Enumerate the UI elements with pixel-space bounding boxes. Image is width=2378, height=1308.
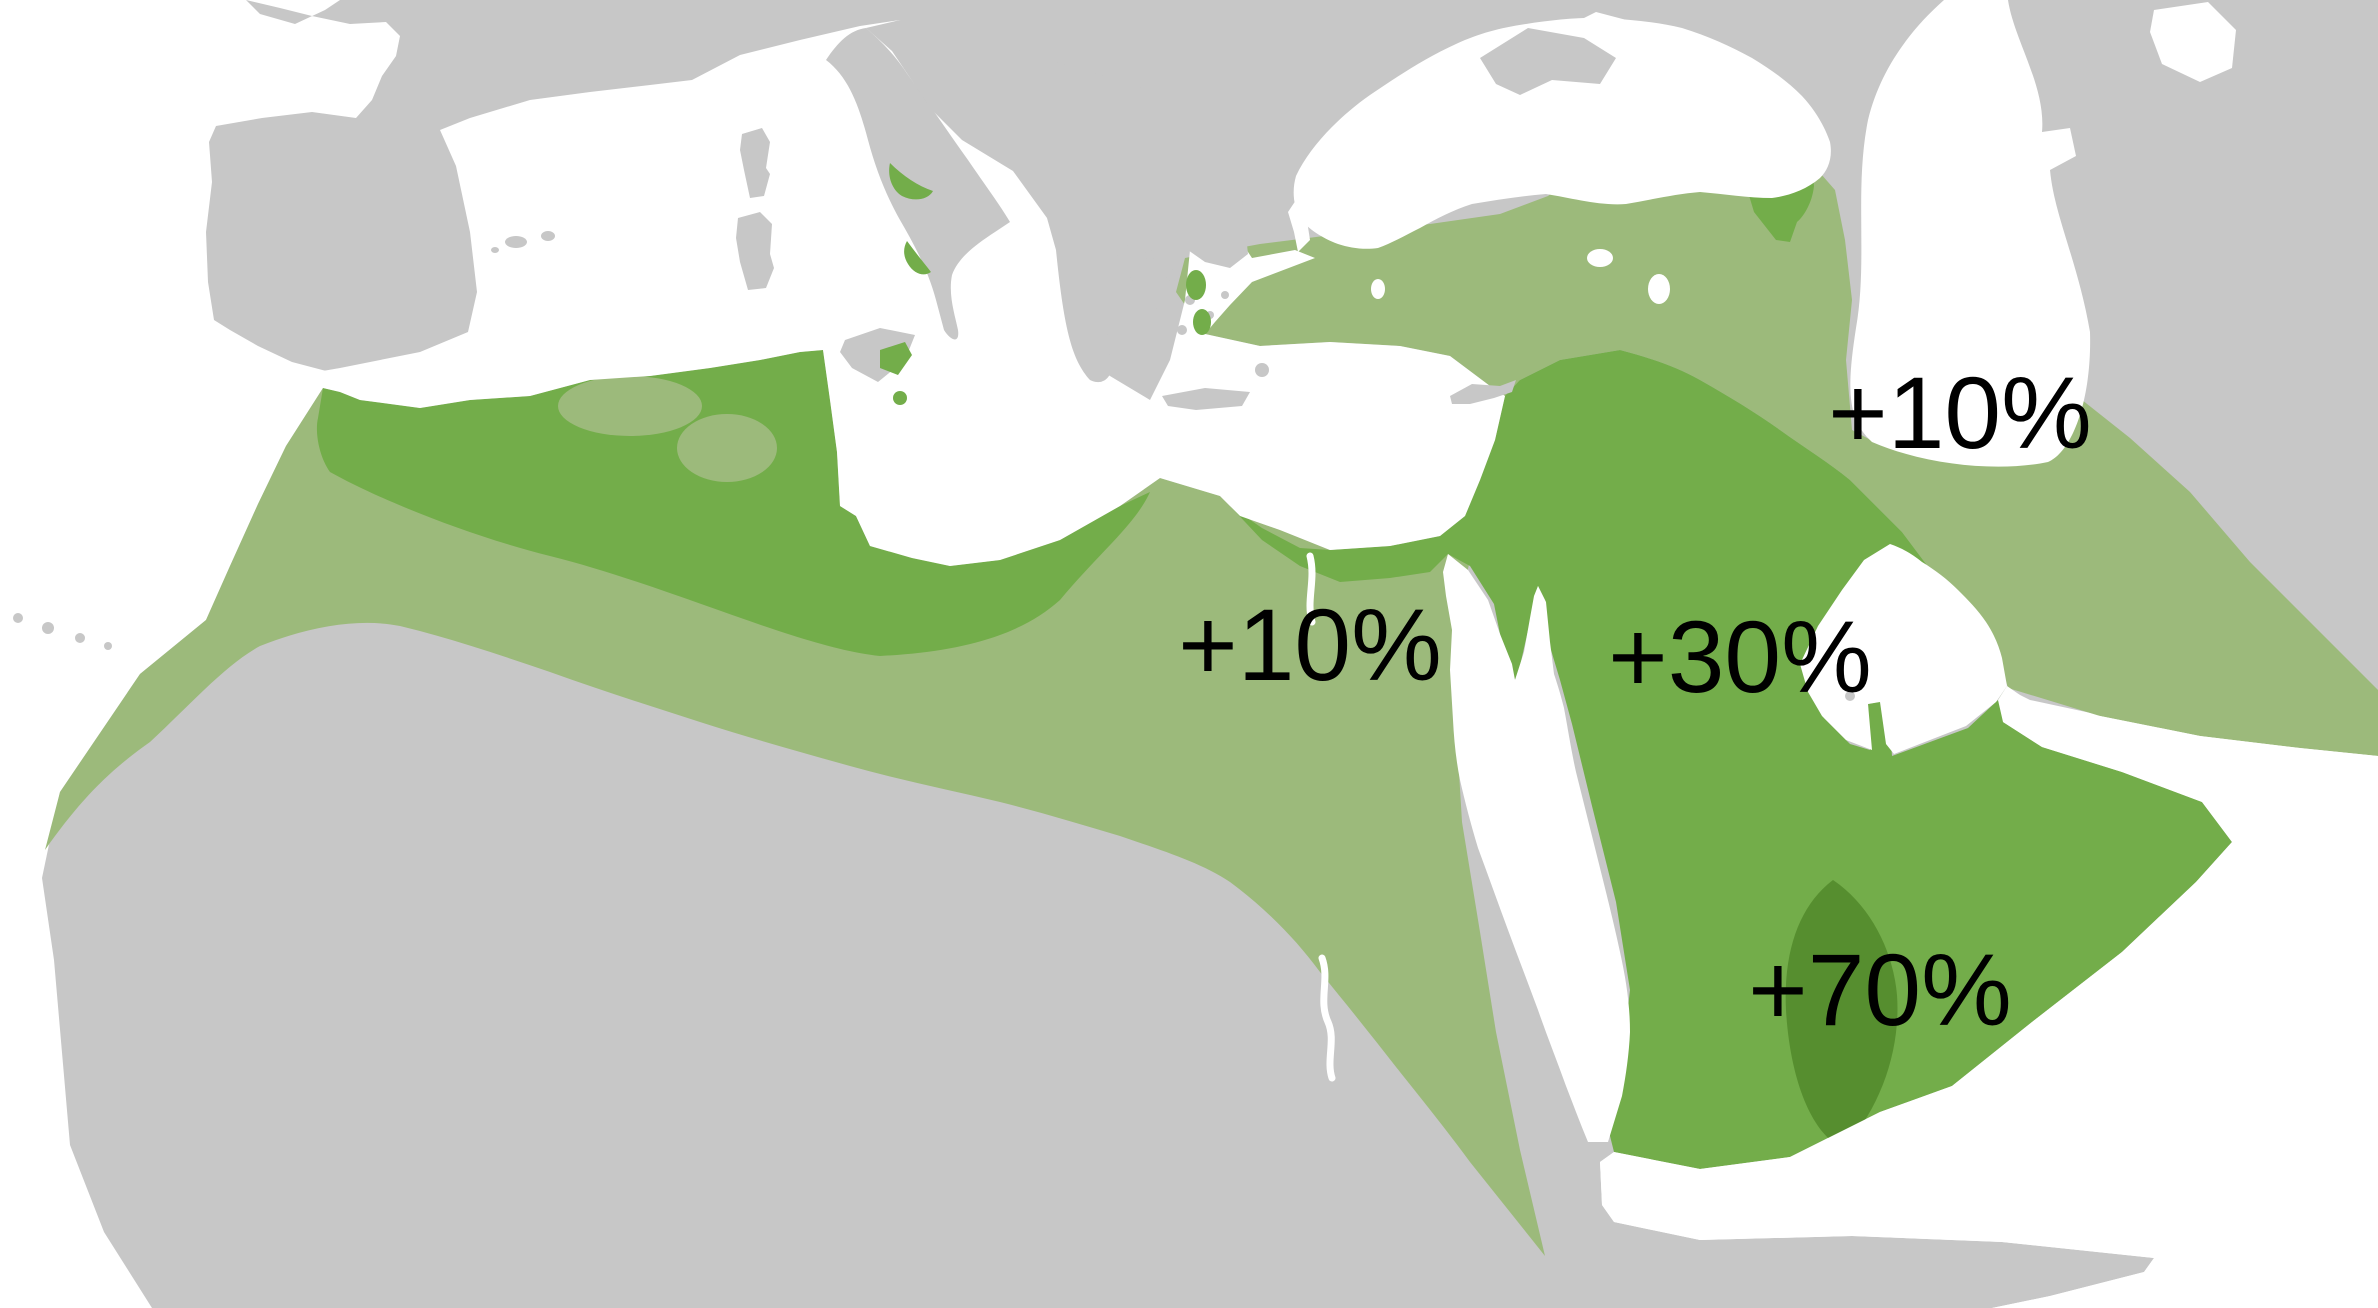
aegean-island-5 <box>1177 325 1187 335</box>
coastal-green-patches <box>880 163 1211 405</box>
aegean-island-1 <box>1145 250 1155 260</box>
patch-anatolia-aegean-2 <box>1193 309 1211 335</box>
islands-layer <box>13 20 1855 701</box>
italy-peninsula <box>826 28 1010 340</box>
aegean-island-4 <box>1156 306 1164 314</box>
canary-island-1 <box>13 613 23 623</box>
aegean-island-7 <box>1221 291 1229 299</box>
region-arabia-levant-medium-green <box>1230 350 2232 1169</box>
distribution-layer <box>45 96 2378 1256</box>
aegean-island-2 <box>1166 269 1178 281</box>
island-crete <box>1162 388 1250 410</box>
lake-van <box>1587 249 1613 267</box>
lake-urmia <box>1648 274 1670 304</box>
patch-malta <box>893 391 907 405</box>
canary-island-4 <box>104 642 112 650</box>
island-menorca <box>541 231 555 241</box>
island-sicily <box>840 328 915 382</box>
patch-italy-adriatic-coast <box>889 163 933 200</box>
balkans-greece-peninsula <box>866 20 1248 383</box>
arabian-sea-gulf-of-aden <box>1600 686 2378 1308</box>
island-bahrain <box>1845 691 1855 701</box>
persian-gulf <box>1800 544 2007 754</box>
island-corsica <box>740 128 770 198</box>
canary-island-3 <box>75 633 85 643</box>
island-cyprus <box>1450 380 1516 404</box>
label-plus70-south: +70% <box>1748 933 2012 1047</box>
patch-italy-taranto-coast <box>904 241 931 275</box>
patch-sicily-southeast <box>880 342 912 375</box>
red-sea <box>1443 554 1630 1142</box>
label-layer: +10% +10% +30% +70% <box>1178 356 2092 1047</box>
region-yemen-dark-green <box>1785 880 1898 1148</box>
label-plus10-northeast: +10% <box>1828 356 2092 470</box>
canary-island-2 <box>42 622 54 634</box>
label-plus30-center: +30% <box>1608 600 1872 714</box>
mediterranean-sea <box>282 20 1505 566</box>
lake-tuz <box>1371 279 1385 299</box>
crimea-peninsula <box>1480 28 1616 95</box>
patch-anatolia-aegean-1 <box>1186 270 1206 300</box>
patch-maghreb-light-west <box>558 376 702 436</box>
label-plus10-west: +10% <box>1178 588 1442 702</box>
island-ibiza <box>491 247 499 253</box>
island-mallorca <box>505 236 527 248</box>
nile-river <box>1306 552 1336 1082</box>
black-sea <box>1293 17 1831 249</box>
patch-maghreb-light-east <box>677 414 777 482</box>
sea-layer <box>282 0 2378 1308</box>
island-sardinia <box>736 212 774 290</box>
island-rhodes <box>1255 363 1269 377</box>
caspian-sea <box>1850 0 2091 467</box>
aral-sea <box>2150 2 2236 82</box>
region-maghreb-medium-green <box>316 350 1150 656</box>
